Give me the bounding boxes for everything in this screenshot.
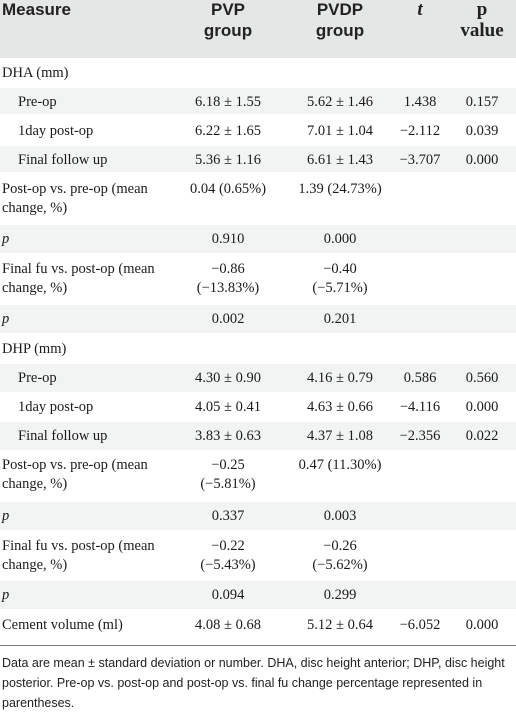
row-label: Final fu vs. post-op (mean change, %) [2, 261, 155, 296]
row-label: 1day post-op [18, 399, 94, 415]
header-measure: Measure [2, 0, 71, 19]
row-label: Final fu vs. post-op (mean change, %) [2, 538, 155, 573]
row-label: 1day post-op [18, 123, 94, 139]
cell-pvp: 0.094 [211, 587, 245, 603]
cell-t: −2.356 [399, 428, 441, 444]
header-p: p value [448, 0, 516, 41]
cell-pvp: −0.25 (−5.81%) [200, 457, 256, 492]
row-label: p [2, 586, 9, 605]
cell-p-value: 0.000 [465, 617, 499, 633]
cell-pvdp: 0.000 [323, 231, 357, 247]
table-header: Measure PVP group PVDP group t p value [0, 0, 516, 58]
row-band [0, 88, 516, 114]
cell-t: 0.586 [403, 370, 437, 386]
cell-t: −2.112 [399, 123, 441, 139]
cell-pvp: 0.002 [211, 311, 245, 327]
cell-pvp: 4.05 ± 0.41 [195, 399, 261, 415]
row-band [0, 225, 516, 253]
row-band [0, 146, 516, 172]
cell-pvdp: 4.37 ± 1.08 [307, 428, 373, 444]
cell-pvp: 0.337 [211, 508, 245, 524]
cell-pvdp: 0.003 [323, 508, 357, 524]
cell-pvp: 6.18 ± 1.55 [195, 94, 261, 110]
row-band [0, 305, 516, 333]
cell-pvdp: 5.12 ± 0.64 [307, 617, 373, 633]
cell-pvdp: 1.39 (24.73%) [298, 181, 382, 197]
cell-pvdp: 4.63 ± 0.66 [307, 399, 373, 415]
row-label: Post-op vs. pre-op (mean change, %) [2, 181, 148, 216]
p-symbol: p [2, 587, 10, 603]
header-t: t [417, 0, 423, 20]
table-bottom-rule [0, 645, 516, 646]
cell-pvdp: 0.299 [323, 587, 357, 603]
row-label: p [2, 507, 9, 526]
table-footnote: Data are mean ± standard deviation or nu… [2, 656, 505, 710]
header-pvp: PVP group [203, 0, 253, 40]
cell-pvp: 3.83 ± 0.63 [195, 428, 261, 444]
row-label: p [2, 310, 9, 329]
cell-p-value: 0.157 [465, 94, 499, 110]
row-band [0, 364, 516, 392]
cell-t: −6.052 [399, 617, 441, 633]
cell-pvdp: 5.62 ± 1.46 [307, 94, 373, 110]
cell-pvdp: −0.26 (−5.62%) [312, 538, 368, 573]
row-label: Post-op vs. pre-op (mean change, %) [2, 457, 148, 492]
row-label: Cement volume (ml) [2, 617, 123, 633]
cell-pvp: 5.36 ± 1.16 [195, 152, 261, 168]
row-band [0, 581, 516, 609]
cell-t: −3.707 [399, 152, 441, 168]
p-symbol: p [2, 311, 10, 327]
cell-pvp: −0.22 (−5.43%) [200, 538, 256, 573]
cell-p-value: 0.000 [465, 399, 499, 415]
row-label: DHP (mm) [2, 341, 67, 357]
header-pvdp: PVDP group [315, 0, 365, 40]
cell-pvp: 4.30 ± 0.90 [195, 370, 261, 386]
row-label: Final follow up [18, 428, 108, 444]
cell-pvp: 4.08 ± 0.68 [195, 617, 261, 633]
cell-p-value: 0.039 [465, 123, 499, 139]
cell-pvdp: 7.01 ± 1.04 [307, 123, 373, 139]
cell-p-value: 0.000 [465, 152, 499, 168]
cell-p-value: 0.560 [465, 370, 499, 386]
cell-pvdp: 6.61 ± 1.43 [307, 152, 373, 168]
cell-pvp: −0.86 (−13.83%) [196, 261, 260, 296]
cell-pvdp: 0.201 [323, 311, 357, 327]
cell-t: 1.438 [403, 94, 437, 110]
cell-pvp: 0.04 (0.65%) [189, 181, 267, 197]
row-label: Pre-op [18, 94, 57, 110]
cell-pvdp: 0.47 (11.30%) [298, 457, 382, 473]
row-label: p [2, 230, 9, 249]
header-p-symbol: p value [460, 0, 504, 41]
row-band [0, 422, 516, 450]
row-label: Final follow up [18, 152, 108, 168]
p-symbol: p [2, 508, 10, 524]
row-band [0, 502, 516, 530]
cell-p-value: 0.022 [465, 428, 499, 444]
p-symbol: p [2, 231, 10, 247]
row-label: DHA (mm) [2, 65, 69, 81]
cell-t: −4.116 [399, 399, 441, 415]
cell-pvdp: 4.16 ± 0.79 [307, 370, 373, 386]
row-label: Pre-op [18, 370, 57, 386]
cell-pvp: 6.22 ± 1.65 [195, 123, 261, 139]
cell-pvp: 0.910 [211, 231, 245, 247]
cell-pvdp: −0.40 (−5.71%) [312, 261, 368, 296]
